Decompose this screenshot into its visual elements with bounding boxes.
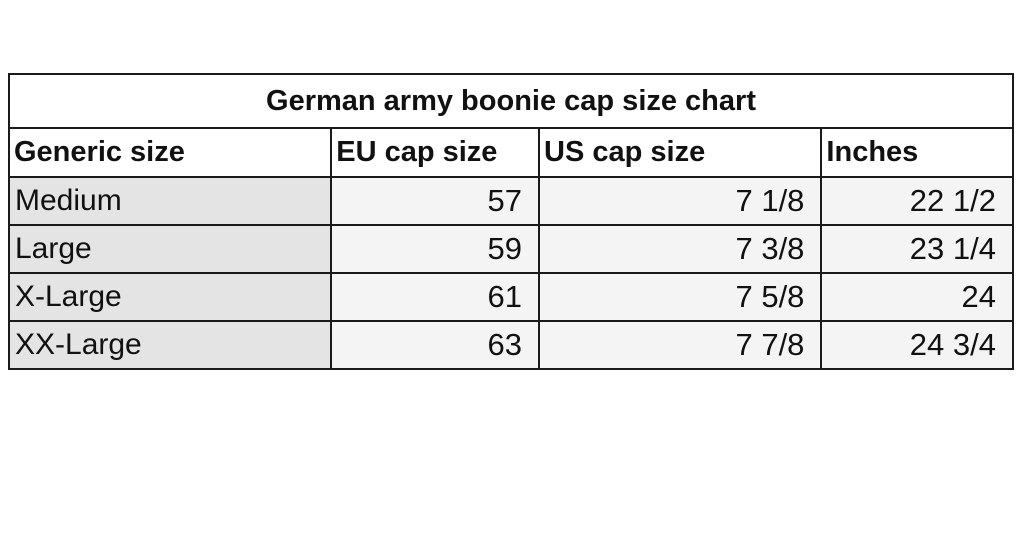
cell-generic-size: XX-Large	[7, 320, 333, 370]
cell-us-size: 7 5/8	[538, 272, 823, 322]
header-row: Generic size EU cap size US cap size Inc…	[7, 127, 1014, 178]
cell-generic-size: Medium	[7, 176, 333, 226]
cell-eu-size: 63	[330, 320, 541, 370]
cell-generic-size: X-Large	[7, 272, 333, 322]
cell-eu-size: 61	[330, 272, 541, 322]
cell-inches: 24 3/4	[820, 320, 1014, 370]
table-row: X-Large 61 7 5/8 24	[7, 272, 1014, 322]
table-title: German army boonie cap size chart	[8, 73, 1014, 129]
cell-eu-size: 59	[330, 224, 541, 274]
header-us-cap-size: US cap size	[538, 127, 823, 178]
cell-generic-size: Large	[7, 224, 333, 274]
cell-eu-size: 57	[330, 176, 541, 226]
cell-inches: 24	[820, 272, 1014, 322]
cell-us-size: 7 3/8	[538, 224, 823, 274]
title-row: German army boonie cap size chart	[8, 73, 1014, 129]
header-generic-size: Generic size	[7, 127, 333, 178]
cell-us-size: 7 7/8	[538, 320, 823, 370]
table-row: Medium 57 7 1/8 22 1/2	[7, 176, 1014, 226]
size-chart-table: German army boonie cap size chart Generi…	[7, 73, 1014, 370]
table-row: Large 59 7 3/8 23 1/4	[7, 224, 1014, 274]
cell-inches: 23 1/4	[820, 224, 1014, 274]
cell-us-size: 7 1/8	[538, 176, 823, 226]
table-row: XX-Large 63 7 7/8 24 3/4	[7, 320, 1014, 370]
header-inches: Inches	[820, 127, 1014, 178]
header-eu-cap-size: EU cap size	[330, 127, 541, 178]
cell-inches: 22 1/2	[820, 176, 1014, 226]
